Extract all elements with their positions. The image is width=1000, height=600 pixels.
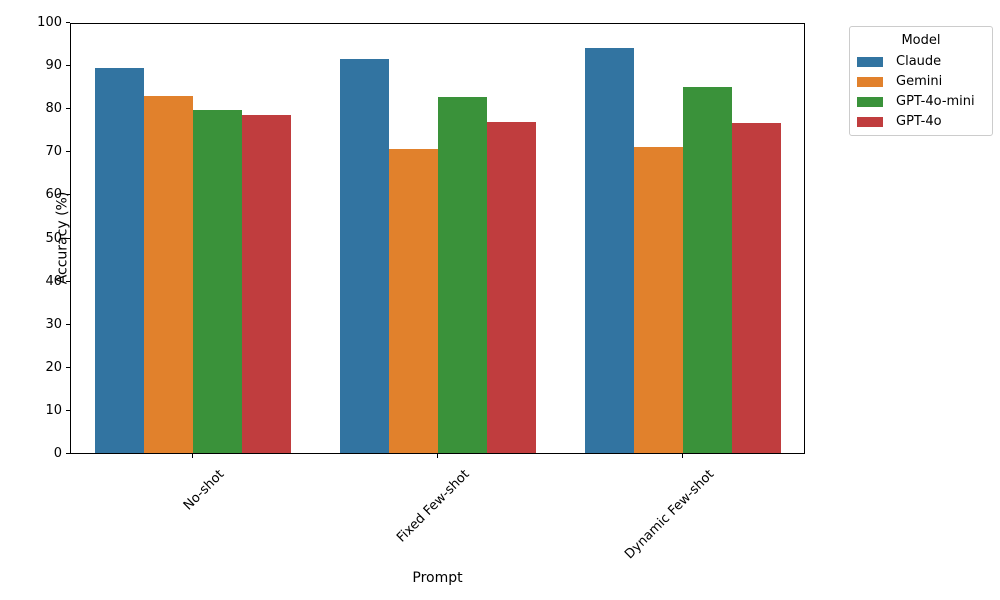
y-tick-label: 50 bbox=[45, 230, 62, 246]
y-tick-label: 10 bbox=[45, 402, 62, 418]
x-tick-mark bbox=[682, 454, 683, 458]
x-tick-label-fixed-few-shot: Fixed Few-shot bbox=[393, 467, 473, 546]
bar-gemini-dynamic-few-shot bbox=[633, 146, 683, 453]
legend-item-gemini: Gemini bbox=[850, 72, 992, 92]
bar-gpt-4o-no-shot bbox=[241, 114, 291, 453]
legend-item-gpt-4o-mini: GPT-4o-mini bbox=[850, 92, 992, 112]
y-tick-mark bbox=[66, 280, 70, 282]
legend-label: Claude bbox=[896, 54, 942, 69]
y-tick-label: 70 bbox=[45, 144, 62, 160]
legend-swatch-icon bbox=[857, 97, 883, 107]
y-tick-label: 60 bbox=[45, 187, 62, 203]
legend-label: GPT-4o-mini bbox=[896, 94, 975, 109]
y-tick-label: 100 bbox=[37, 15, 62, 30]
legend-swatch-icon bbox=[857, 57, 883, 67]
y-tick-label: 20 bbox=[45, 359, 62, 375]
bar-gpt-4o-fixed-few-shot bbox=[486, 122, 536, 453]
legend-swatch-icon bbox=[857, 77, 883, 87]
x-axis-label: Prompt bbox=[412, 570, 463, 586]
x-tick-mark bbox=[437, 454, 438, 458]
bar-gpt-4o-dynamic-few-shot bbox=[731, 123, 781, 453]
y-tick-mark bbox=[66, 22, 70, 23]
bar-gpt-4o-mini-no-shot bbox=[192, 110, 242, 453]
y-tick-mark bbox=[66, 409, 70, 411]
legend-item-gpt-4o: GPT-4o bbox=[850, 112, 992, 132]
y-tick-mark bbox=[66, 108, 70, 110]
bar-gemini-fixed-few-shot bbox=[388, 149, 438, 453]
y-tick-mark bbox=[66, 453, 70, 454]
y-tick-mark bbox=[66, 65, 70, 67]
y-tick-mark bbox=[66, 194, 70, 196]
x-tick-label-no-shot: No-shot bbox=[180, 467, 228, 514]
y-tick-label: 40 bbox=[45, 273, 62, 289]
legend-label: GPT-4o bbox=[896, 114, 942, 129]
y-tick-mark bbox=[66, 323, 70, 325]
bar-gpt-4o-mini-dynamic-few-shot bbox=[682, 86, 732, 453]
bar-claude-no-shot bbox=[94, 68, 144, 453]
y-tick-mark bbox=[66, 151, 70, 153]
bar-claude-fixed-few-shot bbox=[339, 58, 389, 453]
legend-swatch-icon bbox=[857, 117, 883, 127]
y-tick-mark bbox=[66, 366, 70, 368]
x-tick-label-dynamic-few-shot: Dynamic Few-shot bbox=[621, 467, 718, 563]
x-tick-mark bbox=[192, 454, 193, 458]
bar-gemini-no-shot bbox=[143, 95, 193, 453]
y-axis-label: Accuracy (%) bbox=[54, 191, 71, 285]
legend-label: Gemini bbox=[896, 74, 943, 89]
y-tick-label: 0 bbox=[53, 446, 62, 461]
legend-item-claude: Claude bbox=[850, 52, 992, 72]
y-tick-mark bbox=[66, 237, 70, 239]
bar-gpt-4o-mini-fixed-few-shot bbox=[437, 97, 487, 453]
legend: Model Claude Gemini GPT-4o-mini GPT-4o bbox=[849, 26, 993, 136]
y-tick-label: 30 bbox=[45, 316, 62, 332]
legend-title: Model bbox=[901, 33, 941, 48]
bar-claude-dynamic-few-shot bbox=[584, 47, 634, 453]
y-tick-label: 90 bbox=[45, 58, 62, 74]
y-tick-label: 80 bbox=[45, 101, 62, 117]
